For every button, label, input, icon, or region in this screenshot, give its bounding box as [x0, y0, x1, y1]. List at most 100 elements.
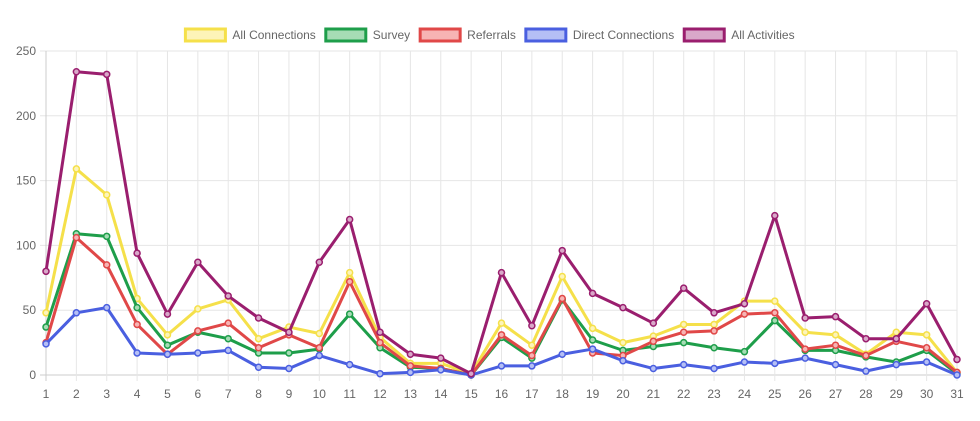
data-point[interactable]: [953, 355, 961, 364]
data-point[interactable]: [406, 350, 415, 359]
data-point[interactable]: [710, 344, 718, 352]
data-point[interactable]: [345, 215, 354, 224]
data-point[interactable]: [558, 246, 566, 255]
data-point[interactable]: [133, 303, 141, 312]
data-point[interactable]: [710, 364, 718, 373]
data-point[interactable]: [953, 371, 961, 379]
legend-item-survey[interactable]: Survey: [324, 27, 410, 43]
data-point[interactable]: [345, 277, 354, 286]
legend-item-referrals[interactable]: Referrals: [418, 27, 516, 43]
data-point[interactable]: [42, 340, 50, 348]
data-point[interactable]: [528, 341, 536, 349]
data-point[interactable]: [649, 364, 658, 373]
data-point[interactable]: [285, 328, 293, 336]
data-point[interactable]: [133, 349, 141, 357]
data-point[interactable]: [254, 334, 263, 343]
data-point[interactable]: [862, 334, 870, 343]
data-point[interactable]: [649, 319, 658, 327]
data-point[interactable]: [133, 249, 141, 257]
data-point[interactable]: [528, 351, 536, 360]
data-point[interactable]: [224, 346, 232, 355]
data-point[interactable]: [771, 359, 779, 368]
data-point[interactable]: [801, 328, 809, 336]
data-point[interactable]: [254, 344, 263, 352]
data-point[interactable]: [102, 303, 111, 312]
data-point[interactable]: [224, 292, 232, 300]
data-point[interactable]: [862, 367, 870, 375]
data-point[interactable]: [163, 350, 172, 359]
data-point[interactable]: [801, 314, 809, 322]
data-point[interactable]: [831, 360, 840, 369]
data-point[interactable]: [497, 331, 506, 339]
data-point[interactable]: [558, 272, 566, 281]
data-point[interactable]: [285, 349, 293, 357]
data-point[interactable]: [922, 344, 931, 352]
data-point[interactable]: [285, 364, 293, 373]
data-point[interactable]: [497, 268, 506, 277]
data-point[interactable]: [72, 233, 81, 242]
data-point[interactable]: [72, 67, 81, 76]
data-point[interactable]: [922, 299, 931, 308]
data-point[interactable]: [102, 232, 111, 241]
data-point[interactable]: [224, 334, 232, 343]
data-point[interactable]: [528, 322, 536, 330]
data-point[interactable]: [102, 261, 111, 269]
data-point[interactable]: [102, 70, 111, 79]
data-point[interactable]: [801, 354, 809, 362]
data-point[interactable]: [194, 305, 202, 313]
data-point[interactable]: [376, 328, 384, 336]
data-point[interactable]: [102, 191, 111, 199]
data-point[interactable]: [588, 324, 597, 333]
data-point[interactable]: [679, 320, 688, 329]
data-point[interactable]: [558, 294, 566, 303]
data-point[interactable]: [345, 360, 354, 369]
data-point[interactable]: [72, 309, 81, 317]
data-point[interactable]: [163, 331, 172, 339]
data-point[interactable]: [194, 258, 202, 266]
data-point[interactable]: [437, 354, 445, 362]
data-point[interactable]: [679, 284, 688, 292]
data-point[interactable]: [771, 316, 779, 325]
data-point[interactable]: [224, 319, 232, 327]
data-point[interactable]: [710, 309, 718, 317]
data-point[interactable]: [497, 319, 506, 327]
data-point[interactable]: [437, 366, 445, 374]
data-point[interactable]: [376, 369, 384, 378]
data-point[interactable]: [558, 350, 566, 359]
data-point[interactable]: [619, 356, 627, 365]
data-point[interactable]: [710, 327, 718, 335]
data-point[interactable]: [619, 338, 627, 347]
legend-item-all-activities[interactable]: All Activities: [682, 27, 795, 43]
data-point[interactable]: [862, 351, 870, 360]
data-point[interactable]: [163, 310, 172, 318]
data-point[interactable]: [315, 329, 324, 338]
data-point[interactable]: [679, 360, 688, 369]
data-point[interactable]: [771, 211, 779, 220]
data-point[interactable]: [740, 310, 749, 318]
data-point[interactable]: [588, 345, 597, 353]
data-point[interactable]: [42, 323, 50, 331]
data-point[interactable]: [406, 362, 415, 370]
data-point[interactable]: [467, 369, 475, 378]
data-point[interactable]: [133, 320, 141, 329]
data-point[interactable]: [42, 267, 50, 276]
data-point[interactable]: [345, 310, 354, 318]
data-point[interactable]: [588, 289, 597, 298]
legend-item-all-connections[interactable]: All Connections: [183, 27, 316, 43]
data-point[interactable]: [740, 299, 749, 308]
data-point[interactable]: [194, 327, 202, 335]
data-point[interactable]: [315, 258, 324, 266]
data-point[interactable]: [254, 314, 263, 322]
data-point[interactable]: [588, 336, 597, 344]
data-point[interactable]: [163, 341, 172, 349]
data-point[interactable]: [194, 349, 202, 357]
data-point[interactable]: [345, 268, 354, 277]
data-point[interactable]: [771, 309, 779, 317]
data-point[interactable]: [679, 328, 688, 336]
legend-item-direct-connections[interactable]: Direct Connections: [524, 27, 674, 43]
data-point[interactable]: [315, 351, 324, 360]
data-point[interactable]: [497, 362, 506, 370]
data-point[interactable]: [831, 341, 840, 349]
data-point[interactable]: [922, 358, 931, 366]
data-point[interactable]: [771, 297, 779, 305]
